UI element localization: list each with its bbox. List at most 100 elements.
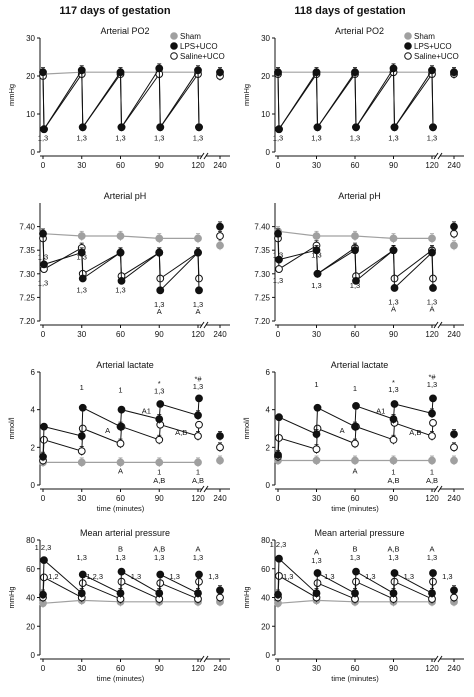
panel-2-0: Arterial lactate 0 2 4 6 mmol/l 0 30 60 90 120 240 t… (7, 360, 230, 513)
x-axis-break-mark (437, 321, 443, 329)
annotation-label: 1,3 (388, 297, 398, 306)
marker-lpsuco (450, 68, 458, 77)
x-tick-label: 90 (389, 494, 398, 503)
uco-marker-lpsuco (390, 284, 399, 292)
marker-lpsuco (351, 422, 359, 431)
y-tick-label: 0 (266, 651, 271, 660)
uco-marker-lpsuco (313, 569, 322, 577)
uco-marker-salineuco (429, 418, 437, 427)
series-line-lpsuco (277, 66, 434, 131)
uco-marker-lpsuco (195, 394, 203, 403)
y-tick-label: 7.30 (254, 270, 270, 279)
y-tick-label: 20 (261, 622, 270, 631)
uco-marker-lpsuco (40, 422, 48, 431)
y-tick-label: 7.25 (254, 293, 270, 302)
uco-marker-lpsuco (429, 284, 437, 292)
annotation-label: 1,3 (311, 250, 321, 259)
x-tick-label: 60 (351, 494, 360, 503)
annotation-label: 1,3 (388, 553, 398, 562)
y-tick-label: 10 (261, 110, 270, 119)
marker-lpsuco (155, 248, 164, 257)
uco-marker-lpsuco (195, 286, 203, 295)
annotation-label: A,B (175, 428, 187, 437)
marker-lpsuco (389, 246, 398, 255)
annotation-label: A (391, 305, 396, 314)
marker-sham (450, 456, 458, 465)
x-axis-label: time (minutes) (331, 674, 379, 683)
annotation-label: 1,3 (311, 281, 321, 290)
uco-marker-lpsuco (156, 570, 165, 579)
marker-salineuco (450, 443, 458, 452)
annotation-label: 1,3 (273, 134, 283, 143)
x-tick-label: 0 (276, 494, 281, 503)
marker-lpsuco (312, 430, 321, 439)
x-tick-label: 240 (447, 161, 461, 170)
marker-sham (389, 456, 398, 465)
marker-lpsuco (39, 229, 47, 238)
x-tick-label: 0 (276, 330, 281, 339)
marker-lpsuco (77, 589, 86, 598)
annotation-label: 1 (430, 468, 434, 477)
y-tick-label: 0 (266, 481, 271, 490)
annotation-label: A (340, 426, 345, 435)
annotation-label: 1,3 (77, 253, 87, 262)
annotation-label: B (352, 545, 357, 554)
legend-label: Saline+UCO (180, 52, 225, 61)
marker-lpsuco (194, 66, 202, 75)
marker-lpsuco (194, 589, 202, 598)
annotation-label: 1,3 (193, 134, 203, 143)
annotation-label: 1,3 (77, 134, 87, 143)
marker-sham (351, 456, 359, 465)
x-axis-break-mark (437, 655, 443, 663)
panel-1-0: Arterial pH 7.20 7.25 7.30 7.35 7.40 0 30 60 90 12… (19, 191, 230, 339)
panel-title: Mean arterial pressure (80, 528, 170, 538)
annotation-label: 1,2 (48, 572, 58, 581)
x-tick-label: 0 (276, 161, 281, 170)
marker-lpsuco (274, 68, 282, 77)
annotation-label: B (118, 545, 123, 554)
marker-salineuco (450, 593, 458, 602)
column-title-117: 117 days of gestation (59, 5, 171, 17)
annotation-label: 1 (157, 468, 161, 477)
annotation-label: 1 (353, 384, 357, 393)
annotation-label: 1,3 (154, 387, 164, 396)
x-axis-label: time (minutes) (331, 504, 379, 513)
x-tick-label: 90 (155, 161, 164, 170)
marker-salineuco (194, 432, 202, 440)
annotation-label: A (352, 467, 357, 476)
x-tick-label: 0 (276, 664, 281, 673)
marker-lpsuco (39, 590, 47, 599)
y-tick-label: 20 (261, 72, 270, 81)
panel-3-1: Mean arterial pressure 0 20 40 60 80 mmHg 0 30 60… (242, 528, 464, 683)
x-tick-label: 30 (77, 330, 86, 339)
uco-marker-lpsuco (78, 274, 87, 283)
y-tick-label: 7.30 (19, 270, 35, 279)
y-tick-label: 60 (261, 565, 270, 574)
annotation-label: 1,3 (365, 572, 375, 581)
y-tick-label: 80 (26, 536, 35, 545)
x-tick-label: 90 (155, 664, 164, 673)
y-tick-label: 10 (26, 110, 35, 119)
uco-marker-lpsuco (195, 123, 203, 132)
panel-3-0: Mean arterial pressure 0 20 40 60 80 mmHg 0 30 60… (7, 528, 230, 683)
panel-title: Arterial PO2 (100, 26, 149, 36)
y-tick-label: 7.40 (19, 223, 35, 232)
marker-sham (116, 232, 125, 240)
panel-title: Arterial pH (338, 191, 381, 201)
panel-2-1: Arterial lactate 0 2 4 6 mmol/l 0 30 60 90 120 240 t… (242, 360, 464, 513)
marker-lpsuco (274, 229, 282, 238)
annotation-label: 1,3 (193, 553, 203, 562)
annotation-label: 1,3 (154, 300, 164, 309)
marker-lpsuco (116, 422, 125, 431)
annotation-label: 1,3 (388, 134, 398, 143)
x-axis-break-mark (199, 485, 205, 493)
annotation-label: 1,3 (170, 572, 180, 581)
marker-lpsuco (450, 430, 458, 439)
marker-lpsuco (274, 590, 282, 599)
y-tick-label: 60 (26, 565, 35, 574)
marker-lpsuco (77, 432, 86, 440)
legend-label: LPS+UCO (414, 42, 452, 51)
annotation-label: 1,3 (193, 300, 203, 309)
annotation-label: A1 (376, 406, 385, 415)
marker-lpsuco (389, 589, 398, 598)
